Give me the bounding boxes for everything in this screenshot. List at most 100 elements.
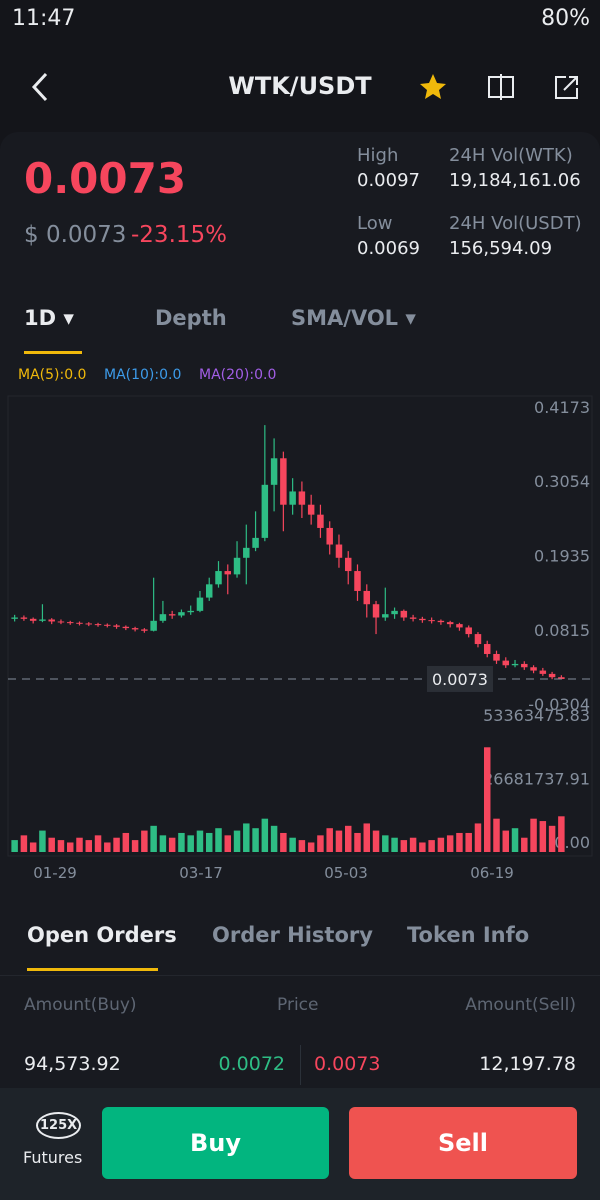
volume-bar (270, 825, 278, 852)
volume-bar (400, 840, 408, 852)
content-panel (0, 132, 600, 1200)
y-tick-label: -0.0304 (528, 695, 590, 714)
ma-legend: MA(5):0.0 (18, 367, 87, 383)
candle-body (298, 491, 306, 505)
vol-quote-value: 156,594.09 (449, 238, 553, 259)
col-header: Amount(Sell) (465, 995, 576, 1015)
volume-bar (419, 842, 426, 852)
volume-bar (307, 842, 315, 852)
volume-bar (317, 835, 324, 852)
candle-body (326, 527, 333, 545)
divider (300, 1045, 301, 1085)
volume-bar (446, 835, 454, 852)
status-time: 11:47 (12, 6, 76, 31)
chart-tab[interactable]: 1D ▾ (24, 306, 74, 330)
volume-bar (530, 818, 537, 852)
kline-chart: 0.4173 0.3054 0.1935 0.0815 -0.030453363475.… (7, 395, 593, 882)
volume-bar (354, 832, 361, 852)
back-button[interactable] (26, 70, 56, 104)
volume-bar (57, 840, 65, 852)
ma-legend: MA(10):0.0 (104, 367, 182, 383)
ma-legend: MA(20):0.0 (199, 367, 277, 383)
tab-label: SMA/VOL (291, 306, 399, 330)
volume-bar (428, 840, 435, 852)
volume-bar (168, 837, 176, 852)
candle-body (66, 622, 74, 624)
futures-badge[interactable]: 125X (36, 1112, 82, 1139)
candle-body (289, 491, 296, 505)
low-value: 0.0069 (357, 238, 420, 259)
volume-bar (66, 842, 74, 852)
volume-bar (76, 837, 83, 852)
candle-body (48, 619, 55, 622)
candle-body (446, 622, 454, 625)
vol-base-label: 24H Vol(WTK) (449, 145, 573, 166)
candle-body (205, 584, 213, 598)
favorite-star[interactable] (418, 72, 448, 102)
candle-body (344, 557, 352, 572)
candle-body (178, 612, 185, 616)
high-label: High (357, 145, 399, 166)
y-tick-label: 0.4173 (534, 398, 590, 417)
compare-icon[interactable] (486, 72, 516, 102)
volume-bar (150, 825, 157, 852)
x-tick-label: 03-17 (179, 864, 223, 882)
low-label: Low (357, 213, 393, 234)
volume-bar (131, 840, 139, 852)
vol-quote-label: 24H Vol(USDT) (449, 213, 582, 234)
volume-bar (113, 837, 120, 852)
share-icon[interactable] (552, 72, 582, 102)
volume-bar (539, 821, 547, 852)
volume-bar (104, 842, 111, 852)
buy-amount: 94,573.92 (24, 1053, 121, 1075)
volume-bar (122, 832, 130, 852)
futures-label[interactable]: Futures (23, 1148, 83, 1167)
volume-bar (252, 828, 259, 852)
volume-bar (178, 832, 185, 852)
candle-body (141, 629, 148, 631)
volume-bar (224, 835, 232, 852)
orders-tab[interactable]: Order History (212, 923, 373, 947)
volume-bar (391, 837, 398, 852)
divider (0, 975, 600, 976)
candle-body (548, 673, 556, 678)
volume-bar (289, 837, 296, 852)
candle-body (335, 544, 343, 558)
volume-bar (29, 842, 37, 852)
usd-price: $ 0.0073 (24, 222, 127, 248)
volume-bar (521, 837, 528, 852)
volume-bar (558, 816, 565, 852)
tab-label: 1D (24, 306, 57, 330)
volume-bar (94, 835, 102, 852)
sell-amount: 12,197.78 (479, 1053, 576, 1075)
chart-tab[interactable]: SMA/VOL ▾ (291, 306, 416, 330)
y-tick-label: 0.0815 (534, 621, 590, 640)
candle-body (493, 653, 500, 661)
candle-body (252, 537, 259, 548)
orders-tab[interactable]: Open Orders (27, 923, 177, 947)
candle-body (437, 620, 445, 623)
chart-tab[interactable]: Depth (155, 306, 227, 330)
tab-underline (27, 968, 158, 971)
buy-button[interactable]: Buy (102, 1107, 329, 1179)
col-header: Price (277, 995, 319, 1015)
candle-body (382, 614, 389, 618)
vol-tick-label: 26681737.91 (483, 770, 590, 789)
candle-body (76, 622, 83, 624)
sell-button[interactable]: Sell (349, 1107, 577, 1179)
last-price-label: 0.0073 (432, 670, 488, 689)
volume-bar (326, 828, 333, 852)
x-tick-label: 05-03 (324, 864, 368, 882)
candle-body (233, 557, 241, 575)
candle-body (400, 610, 408, 618)
candle-body (539, 670, 547, 674)
candle-body (113, 625, 120, 627)
candle-body (122, 626, 130, 629)
y-tick-label: 0.1935 (534, 546, 590, 565)
tab-underline (24, 351, 82, 354)
candle-body (215, 571, 222, 585)
bid-price: 0.0072 (218, 1053, 285, 1075)
orders-tab[interactable]: Token Info (407, 923, 530, 947)
candle-body (502, 660, 510, 666)
